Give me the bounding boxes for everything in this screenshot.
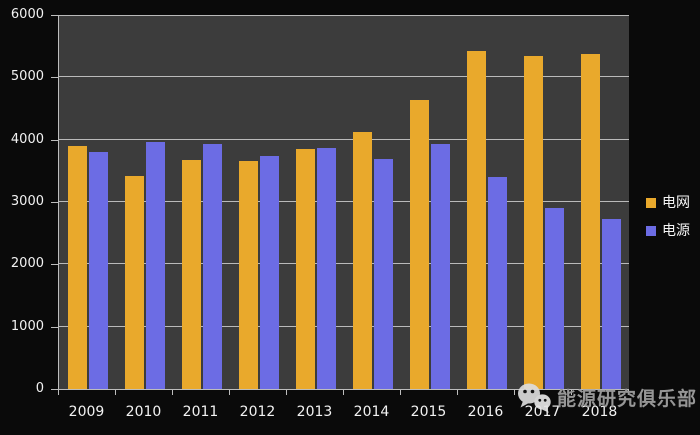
y-axis-tick-mark xyxy=(51,326,58,328)
x-axis-tick-mark xyxy=(229,390,230,395)
x-axis-label: 2016 xyxy=(467,404,504,420)
watermark: 能源研究俱乐部 xyxy=(516,382,697,413)
x-axis-label: 2013 xyxy=(296,404,333,420)
grid-layer xyxy=(59,15,629,389)
y-axis-tick-mark xyxy=(51,139,58,141)
x-axis-tick-mark xyxy=(286,390,287,395)
y-axis-tick-label: 3000 xyxy=(10,194,44,209)
x-axis-tick-mark xyxy=(58,390,59,395)
bar-grid-2016 xyxy=(466,50,486,389)
bar-group-2016 xyxy=(458,15,515,389)
bar-group-2015 xyxy=(401,15,458,389)
y-axis-tick-mark xyxy=(51,389,58,390)
plot-area xyxy=(58,15,629,390)
x-axis-tick-mark xyxy=(343,390,344,395)
bar-source-2010 xyxy=(145,141,165,389)
bar-group-2017 xyxy=(515,15,572,389)
y-axis-tick-mark xyxy=(51,202,58,203)
y-axis-tick-mark xyxy=(51,77,58,79)
legend: 电网 电源 xyxy=(646,196,690,238)
bar-source-2009 xyxy=(88,151,108,389)
bar-source-2015 xyxy=(430,143,450,389)
bar-source-2013 xyxy=(316,147,336,389)
bar-grid-2009 xyxy=(67,146,87,389)
y-axis-tick-label: 2000 xyxy=(10,256,44,272)
x-axis-label: 2010 xyxy=(125,404,162,420)
x-axis-tick-mark xyxy=(628,390,629,395)
bars-layer xyxy=(59,15,629,389)
bar-group-2011 xyxy=(173,15,230,389)
x-axis-label: 2018 xyxy=(581,404,618,420)
bar-grid-2012 xyxy=(238,160,258,389)
bar-source-2016 xyxy=(487,176,507,389)
x-axis-tick-mark xyxy=(400,390,401,395)
bar-group-2012 xyxy=(230,15,287,389)
y-axis-tick-label: 4000 xyxy=(10,131,44,147)
y-axis-tick-mark xyxy=(51,15,58,16)
bar-source-2017 xyxy=(544,208,564,389)
x-axis-label: 2014 xyxy=(353,404,390,420)
bar-group-2009 xyxy=(59,15,116,389)
gridline xyxy=(59,76,629,78)
bar-source-2011 xyxy=(202,144,222,389)
y-axis-tick-mark xyxy=(51,264,58,266)
legend-swatch-grid xyxy=(646,198,656,208)
x-axis-tick-mark xyxy=(571,390,572,395)
gridline xyxy=(59,325,629,327)
gridline xyxy=(59,138,629,140)
bar-source-2018 xyxy=(601,219,621,389)
bar-grid-2010 xyxy=(124,176,144,389)
bar-group-2010 xyxy=(116,15,173,389)
bar-group-2013 xyxy=(287,15,344,389)
y-axis-tick-label: 1000 xyxy=(10,318,44,334)
gridline xyxy=(59,201,629,202)
bar-grid-2014 xyxy=(352,132,372,389)
x-axis-tick-mark xyxy=(514,390,515,395)
legend-label-source: 电源 xyxy=(662,223,690,239)
bar-grid-2015 xyxy=(409,99,429,389)
bar-grid-2018 xyxy=(580,54,600,389)
bar-group-2014 xyxy=(344,15,401,389)
wechat-icon xyxy=(518,383,551,413)
x-axis-tick-mark xyxy=(115,390,116,395)
bar-source-2014 xyxy=(373,159,393,389)
gridline xyxy=(59,15,629,16)
bar-grid-2013 xyxy=(295,148,315,389)
x-axis-label: 2012 xyxy=(239,404,276,420)
legend-swatch-source xyxy=(646,226,656,236)
y-axis-tick-label: 5000 xyxy=(10,69,44,85)
x-axis-tick-mark xyxy=(457,390,458,395)
legend-item-source: 电源 xyxy=(646,224,690,238)
x-axis-tick-mark xyxy=(172,390,173,395)
watermark-text: 能源研究俱乐部 xyxy=(557,388,698,410)
x-axis-label: 2009 xyxy=(68,404,105,420)
x-axis-label: 2015 xyxy=(410,404,447,420)
bar-source-2012 xyxy=(259,156,279,389)
legend-item-grid: 电网 xyxy=(646,196,690,210)
x-axis-label: 2011 xyxy=(182,404,219,420)
y-axis-tick-label: 6000 xyxy=(10,7,44,22)
bar-group-2018 xyxy=(572,15,629,389)
y-axis-tick-label: 0 xyxy=(35,381,44,396)
gridline xyxy=(59,263,629,265)
bar-grid-2017 xyxy=(523,56,543,389)
bar-grid-2011 xyxy=(181,159,201,389)
x-axis-label: 2017 xyxy=(524,404,561,420)
legend-label-grid: 电网 xyxy=(662,195,690,211)
